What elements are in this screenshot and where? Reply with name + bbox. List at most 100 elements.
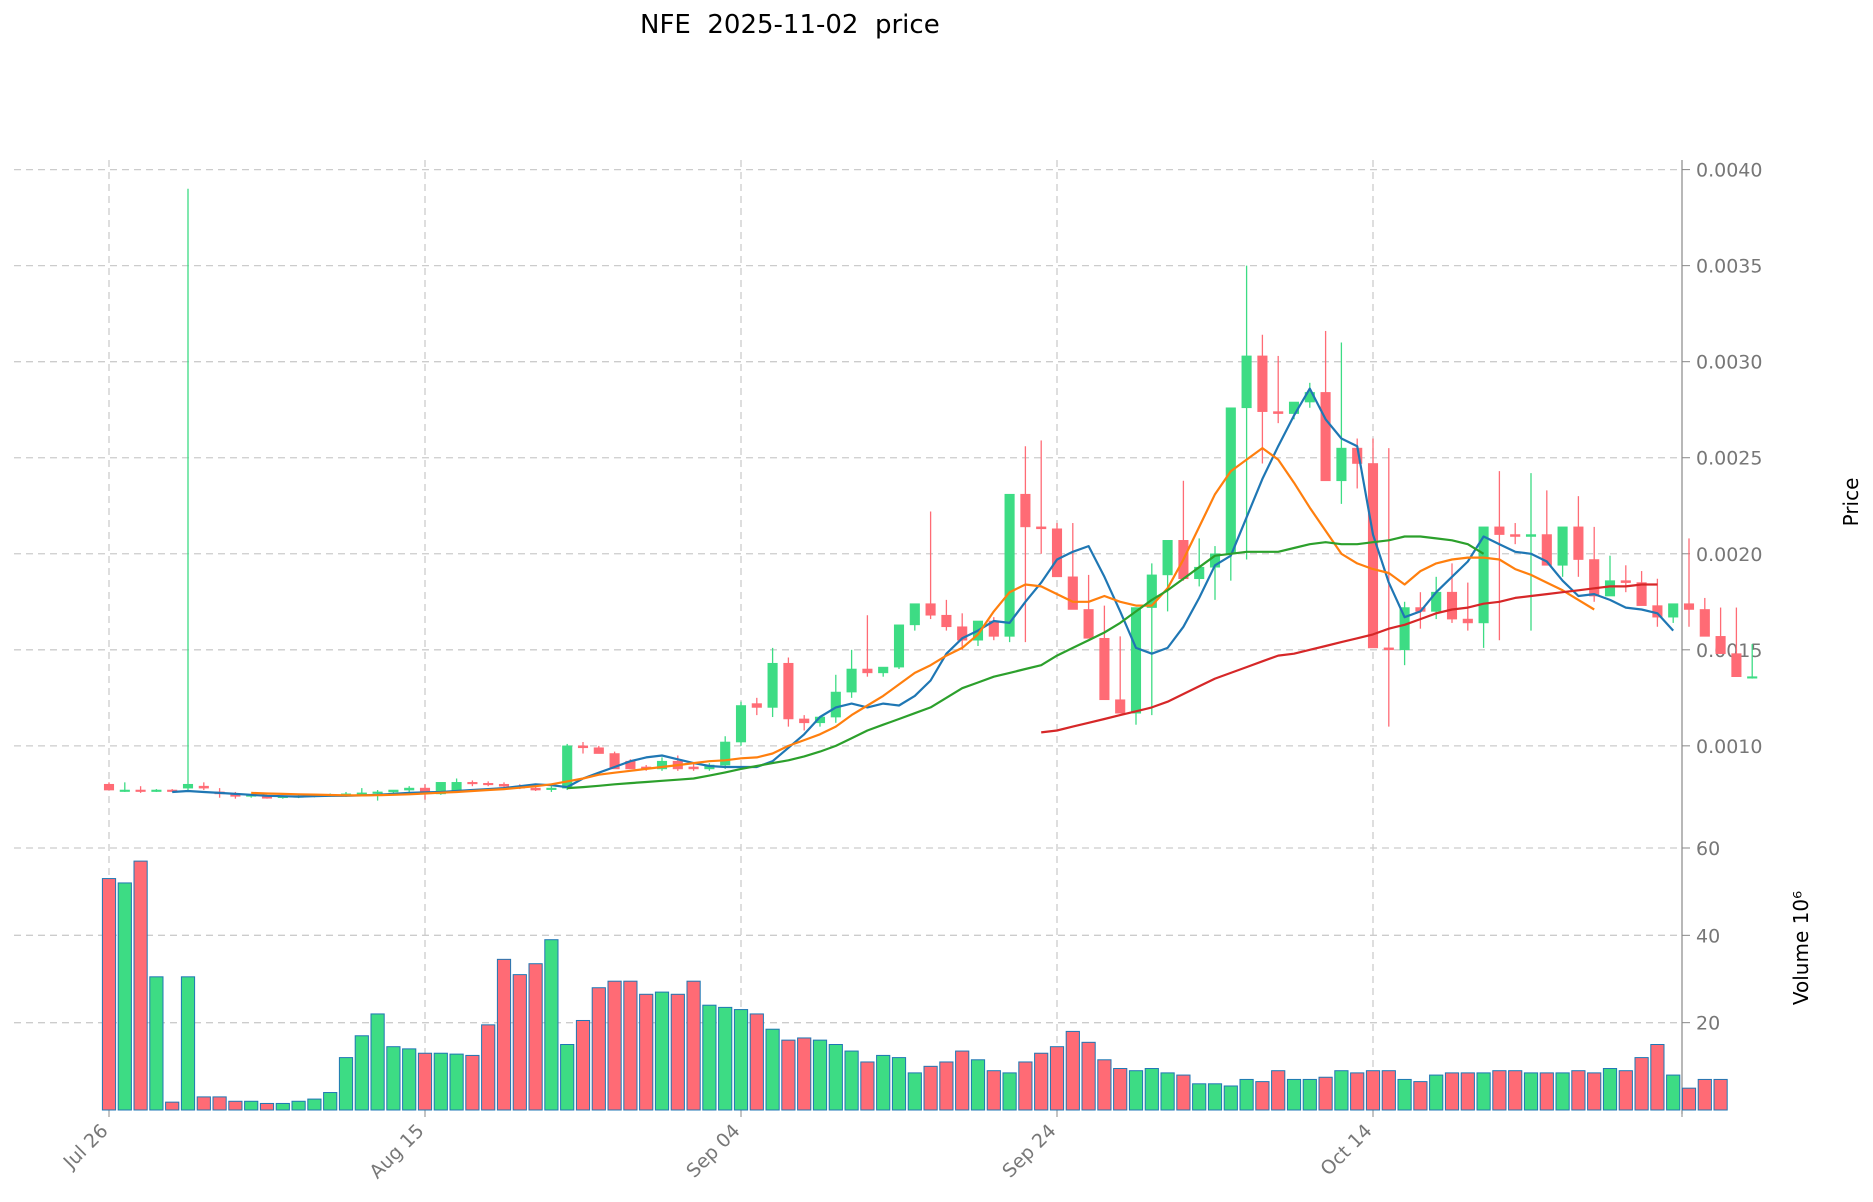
price-tick-label: 0.0010 <box>1696 736 1762 758</box>
volume-bar <box>860 1061 875 1111</box>
candle-body <box>1510 534 1521 537</box>
candle-body <box>1478 526 1489 624</box>
volume-bar <box>165 1101 180 1111</box>
volume-bar <box>1681 1087 1697 1111</box>
volume-bar <box>891 1057 907 1111</box>
candle-body <box>1715 636 1726 654</box>
candle-body <box>1367 463 1379 649</box>
candle-body <box>1257 355 1268 412</box>
chart-title: NFE 2025-11-02 price <box>640 10 940 40</box>
ma-line-ma10 <box>251 447 1595 797</box>
x-tick-label: Aug 15 <box>365 1120 428 1183</box>
volume-bar <box>1018 1061 1033 1111</box>
volume-bar <box>1034 1052 1049 1111</box>
volume-bar <box>1271 1070 1286 1111</box>
volume-bar <box>939 1061 954 1111</box>
candle-body <box>1383 647 1394 651</box>
volume-bar <box>812 1039 828 1111</box>
price-tick-label: 0.0020 <box>1696 544 1762 566</box>
candle-body <box>1273 411 1284 414</box>
volume-tick-label: 40 <box>1696 925 1720 947</box>
volume-bar <box>1492 1070 1507 1111</box>
volume-bar <box>907 1072 922 1111</box>
volume-bar <box>670 993 685 1111</box>
volume-bar <box>481 1024 496 1111</box>
volume-bar <box>639 993 654 1111</box>
volume-bar <box>1650 1044 1665 1111</box>
candle-body <box>783 662 794 720</box>
candle-body <box>1541 534 1552 566</box>
volume-bar <box>528 963 543 1111</box>
moving-averages <box>172 387 1675 798</box>
volume-axis-label: Volume 10⁶ <box>1789 891 1813 1005</box>
candle-body <box>1083 609 1094 639</box>
volume-bar <box>1302 1078 1317 1111</box>
volume-bar <box>686 980 701 1111</box>
volume-bar <box>1334 1070 1349 1111</box>
candle-body <box>467 782 478 785</box>
volume-bar <box>244 1100 259 1111</box>
candle-body <box>893 624 905 668</box>
candle-body <box>688 766 699 770</box>
volume-bar <box>876 1054 891 1111</box>
volume-bar <box>1476 1072 1491 1111</box>
candle-body <box>1099 637 1110 701</box>
x-axis: Jul 26 Aug 15 Sep 04 Sep 24 Oct 14 <box>59 1110 1683 1183</box>
volume-bar <box>133 860 148 1111</box>
candle-body <box>1004 493 1015 637</box>
candle-body <box>182 783 194 789</box>
volume-bar <box>1318 1076 1333 1111</box>
candle-body <box>593 747 604 754</box>
volume-bar <box>417 1052 433 1111</box>
x-tick-label: Oct 14 <box>1316 1120 1376 1180</box>
volume-bar <box>291 1100 306 1111</box>
x-tick-label: Sep 24 <box>998 1120 1060 1182</box>
volume-bar <box>1192 1083 1207 1111</box>
volume-bar <box>1429 1074 1444 1111</box>
volume-bar <box>1602 1068 1618 1111</box>
volume-bar <box>1460 1072 1475 1111</box>
volume-bar <box>607 980 622 1111</box>
candle-body <box>135 789 146 792</box>
volume-bar <box>1239 1078 1254 1111</box>
candle-body <box>103 783 115 791</box>
volume-bar <box>1207 1083 1223 1111</box>
volume-bar <box>1160 1072 1175 1111</box>
candle-body <box>1620 580 1631 583</box>
candle-body <box>751 703 762 708</box>
x-tick-label: Jul 26 <box>59 1120 113 1174</box>
candle-body <box>1589 559 1600 597</box>
volume-bar <box>307 1098 322 1111</box>
volume-bar <box>180 976 196 1111</box>
price-tick-label: 0.0025 <box>1696 448 1762 470</box>
x-tick-label: Sep 04 <box>682 1120 744 1182</box>
volume-bar <box>844 1050 859 1111</box>
volume-bar <box>228 1100 243 1111</box>
volume-bar <box>1444 1072 1460 1111</box>
candle-body <box>198 785 209 789</box>
candle-body <box>862 668 873 674</box>
volume-bar <box>749 1013 764 1111</box>
volume-bar <box>1223 1085 1238 1111</box>
candle-body <box>720 741 731 766</box>
volume-bar <box>1618 1070 1633 1111</box>
volume-bar <box>117 882 132 1111</box>
volume-bar <box>1002 1072 1017 1111</box>
volume-bar <box>970 1059 986 1111</box>
price-axis: 0.0010 0.0015 0.0020 0.0025 0.0030 0.0035 0.00… <box>1682 160 1762 758</box>
candle-body <box>1494 526 1505 535</box>
candle-body <box>404 787 415 791</box>
volume-bar <box>1113 1068 1128 1111</box>
volume-bar <box>496 958 512 1111</box>
volume-bar <box>1365 1070 1381 1111</box>
candles <box>103 188 1758 801</box>
volume-bar <box>1539 1072 1554 1111</box>
volume-bar <box>1286 1078 1302 1111</box>
candle-body <box>1683 603 1695 610</box>
volume-bar <box>560 1044 575 1111</box>
volume-bar <box>797 1037 812 1111</box>
candle-body <box>483 783 494 786</box>
volume-bar <box>575 1019 591 1111</box>
